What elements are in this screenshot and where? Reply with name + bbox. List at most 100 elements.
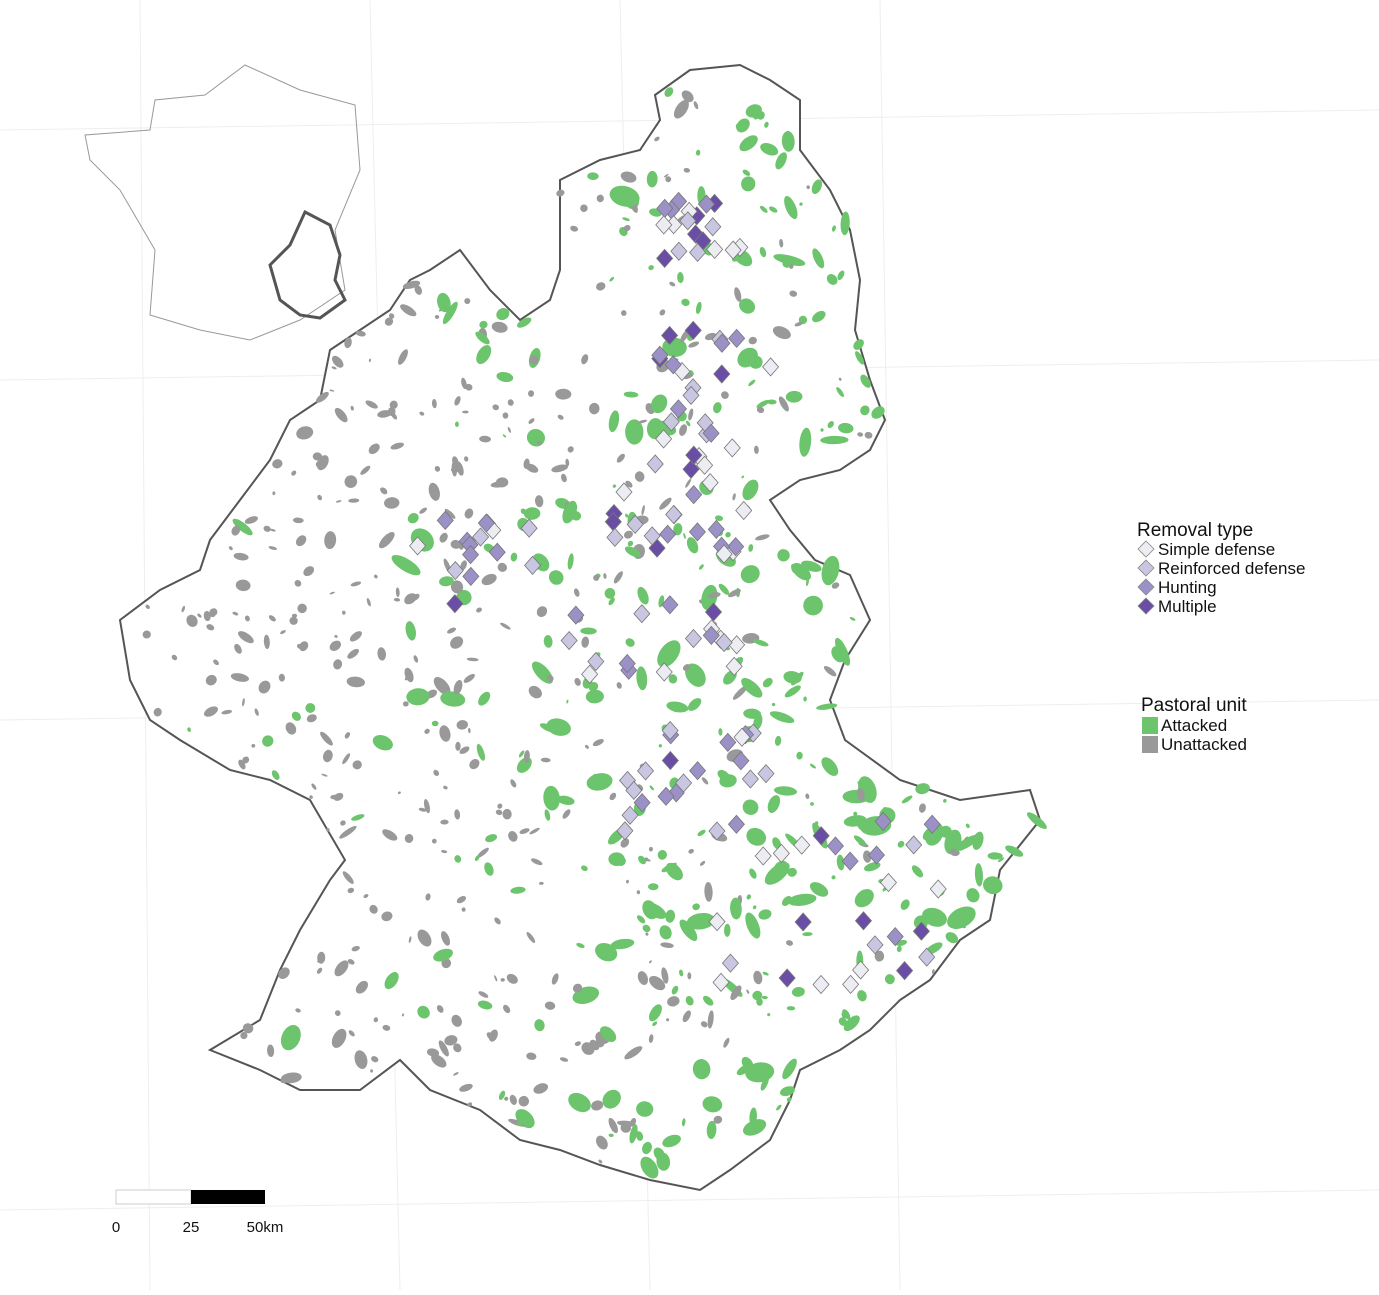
unattacked-unit	[450, 580, 464, 594]
unattacked-unit	[556, 189, 565, 197]
attacked-unit	[649, 785, 654, 791]
unattacked-unit	[682, 1010, 691, 1023]
unattacked-unit	[494, 917, 501, 925]
unattacked-unit	[463, 673, 475, 683]
unattacked-unit	[529, 827, 540, 835]
attacked-unit	[810, 802, 814, 806]
attacked-unit	[496, 307, 510, 321]
unattacked-unit	[450, 539, 462, 549]
unattacked-unit	[805, 793, 810, 800]
attacked-unit	[476, 345, 492, 365]
unattacked-unit	[426, 1048, 440, 1057]
unattacked-unit	[278, 967, 290, 980]
attacked-unit	[485, 834, 498, 843]
unattacked-unit	[397, 791, 401, 795]
unattacked-unit	[649, 960, 652, 964]
unattacked-unit	[334, 634, 338, 638]
unattacked-unit	[616, 453, 625, 463]
removal-point	[684, 628, 703, 649]
unattacked-unit	[384, 497, 400, 509]
unattacked-unit	[402, 701, 409, 707]
removal-point	[793, 835, 811, 855]
unattacked-unit	[453, 1043, 462, 1053]
attacked-unit	[673, 523, 683, 536]
unattacked-unit	[581, 636, 590, 648]
unattacked-unit	[296, 426, 314, 440]
attacked-unit	[719, 774, 737, 788]
removal-point	[685, 445, 703, 465]
removal-point	[625, 780, 643, 801]
unattacked-unit	[669, 281, 676, 287]
attacked-unit	[562, 500, 578, 524]
unattacked-unit	[648, 1034, 654, 1044]
unattacked-unit	[699, 860, 706, 866]
attacked-unit	[811, 179, 823, 195]
attacked-unit	[816, 703, 838, 710]
unattacked-unit	[592, 738, 604, 747]
unattacked-unit	[555, 388, 572, 400]
removal-point	[854, 911, 873, 931]
unattacked-unit	[444, 1035, 458, 1046]
unattacked-unit	[626, 879, 629, 884]
removal-point	[754, 846, 772, 866]
attacked-unit	[803, 696, 807, 702]
unattacked-unit	[393, 598, 401, 602]
unattacked-unit	[251, 743, 256, 748]
attacked-unit	[703, 995, 714, 1006]
unattacked-unit	[211, 608, 218, 616]
unattacked-unit	[584, 744, 589, 749]
unattacked-unit	[454, 396, 461, 406]
unattacked-unit	[454, 809, 461, 820]
attacked-unit	[767, 399, 777, 405]
attacked-unit	[739, 298, 756, 314]
attacked-unit	[232, 518, 253, 536]
unattacked-unit	[390, 442, 404, 450]
attacked-unit	[587, 172, 599, 180]
unattacked-unit	[404, 834, 414, 843]
attacked-unit	[776, 1104, 782, 1111]
attacked-unit	[351, 814, 365, 821]
legend-swatch	[1142, 736, 1158, 753]
unattacked-unit	[268, 546, 278, 551]
attacked-unit	[753, 713, 763, 730]
unattacked-unit	[823, 666, 837, 677]
attacked-unit	[787, 867, 797, 877]
attacked-unit	[683, 532, 686, 539]
unattacked-unit	[369, 904, 378, 914]
unattacked-unit	[440, 819, 449, 825]
attacked-unit	[838, 1017, 848, 1026]
unattacked-unit	[366, 598, 371, 607]
unattacked-unit	[666, 1018, 670, 1022]
attacked-unit	[791, 986, 805, 997]
attacked-unit	[821, 555, 840, 586]
unattacked-unit	[624, 530, 633, 539]
attacked-unit	[543, 785, 560, 811]
removal-point	[704, 602, 723, 622]
attacked-unit	[454, 855, 462, 863]
unattacked-unit	[624, 1046, 643, 1060]
unattacked-unit	[456, 895, 467, 904]
unattacked-unit	[438, 1040, 449, 1057]
attacked-unit	[431, 720, 439, 727]
unattacked-unit	[360, 465, 371, 475]
unattacked-unit	[444, 508, 456, 519]
unattacked-unit	[272, 459, 283, 469]
unattacked-unit	[616, 682, 622, 689]
unattacked-unit	[291, 613, 298, 618]
unattacked-unit	[334, 407, 348, 423]
attacked-unit	[567, 553, 574, 570]
attacked-unit	[803, 595, 823, 616]
graticule-line	[0, 1189, 1379, 1211]
removal-point	[905, 835, 923, 855]
removal-point	[665, 504, 683, 525]
unattacked-unit	[649, 975, 666, 991]
removal-point	[715, 544, 733, 564]
unattacked-unit	[497, 562, 508, 572]
unattacked-unit	[464, 456, 469, 462]
unattacked-unit	[292, 517, 304, 524]
attacked-unit	[697, 829, 706, 837]
attacked-unit	[608, 1133, 614, 1137]
attacked-unit	[544, 809, 551, 821]
unattacked-unit	[347, 959, 355, 965]
unattacked-unit	[204, 706, 218, 717]
